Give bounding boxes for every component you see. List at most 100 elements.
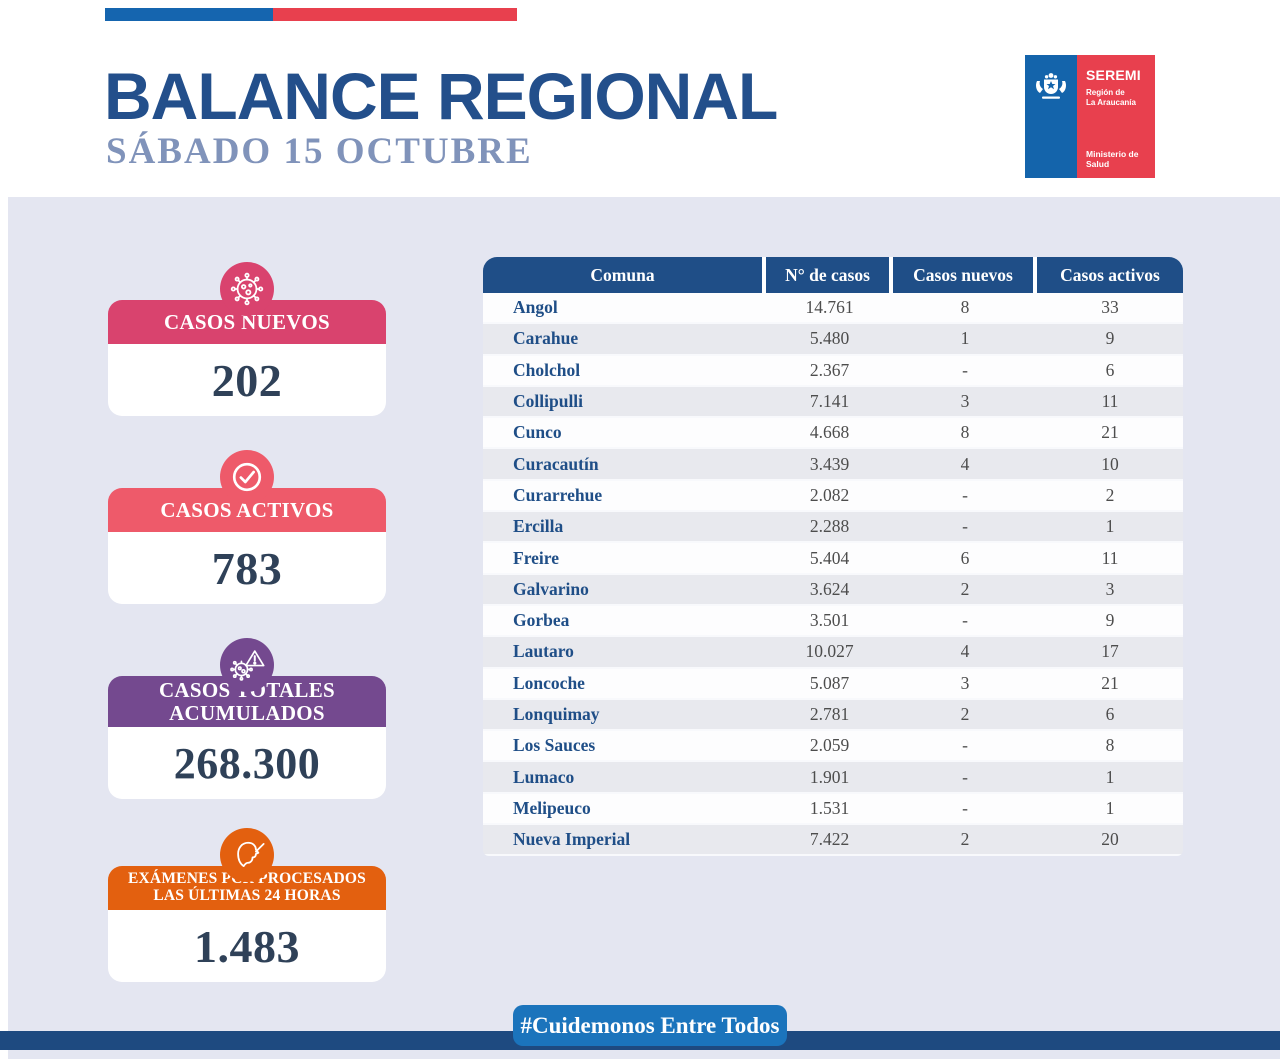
table-row: Angol 14.761 8 33 — [483, 293, 1183, 325]
table-row: Los Sauces 2.059 - 8 — [483, 731, 1183, 763]
table-body: Angol 14.761 8 33 Carahue 5.480 1 9 Cholchol 2.36… — [483, 293, 1183, 857]
comuna-cell: Loncoche — [513, 672, 585, 693]
value-cell: 3.501 — [809, 610, 850, 631]
value-cell: 9 — [1105, 328, 1115, 349]
table-row: Cholchol 2.367 - 6 — [483, 355, 1183, 387]
pcr-swab-icon — [220, 828, 274, 882]
flag-bar-blue-segment — [105, 8, 273, 21]
value-cell: 1 — [1105, 797, 1115, 818]
value-cell: - — [962, 359, 968, 380]
comuna-cell: Freire — [513, 547, 559, 568]
value-cell: 10.027 — [805, 641, 854, 662]
stat-value: 202 — [108, 344, 386, 416]
comuna-cell: Collipulli — [513, 391, 584, 412]
value-cell: 2 — [960, 704, 970, 724]
value-cell: - — [962, 766, 968, 787]
page-title: BALANCE REGIONAL — [104, 59, 778, 133]
column-header: N° de casos — [766, 257, 893, 293]
table-row: Gorbea 3.501 - 9 — [483, 605, 1183, 638]
stat-card-casos-activos: CASOS ACTIVOS 783 — [108, 450, 386, 604]
virus-warning-icon — [220, 638, 274, 692]
value-cell: 1 — [960, 328, 970, 349]
table-row: Curacautín 3.439 4 10 — [483, 449, 1183, 481]
comuna-cell: Melipeuco — [513, 797, 591, 818]
comuna-cell: Lumaco — [513, 766, 575, 787]
logo-ministry-label: Ministerio de Salud — [1086, 149, 1139, 169]
value-cell: 17 — [1101, 641, 1119, 662]
column-header: Casos nuevos — [893, 257, 1037, 293]
value-cell: 2 — [960, 578, 970, 599]
comuna-cell: Lonquimay — [513, 704, 600, 724]
value-cell: 3.624 — [809, 578, 850, 599]
value-cell: 21 — [1101, 672, 1119, 693]
value-cell: 21 — [1101, 422, 1119, 443]
comuna-cell: Los Sauces — [513, 735, 596, 756]
comuna-cell: Curarrehue — [513, 484, 603, 505]
stat-value: 1.483 — [108, 910, 386, 982]
value-cell: 2 — [1105, 484, 1115, 505]
comuna-cell: Ercilla — [513, 516, 564, 537]
value-cell: 1.901 — [809, 766, 850, 787]
table-row: Carahue 5.480 1 9 — [483, 324, 1183, 356]
value-cell: 11 — [1101, 547, 1119, 568]
value-cell: 8 — [1105, 735, 1115, 756]
value-cell: - — [962, 516, 968, 537]
comuna-cell: Cunco — [513, 422, 562, 443]
logo-red-panel: SEREMI Región de La Araucanía Ministerio… — [1077, 55, 1155, 178]
value-cell: 2.288 — [809, 516, 850, 537]
value-cell: 1 — [1105, 766, 1115, 787]
value-cell: 3 — [960, 391, 970, 412]
value-cell: - — [962, 484, 968, 505]
table-header: Comuna N° de casos Casos nuevos Casos activ… — [483, 257, 1183, 293]
value-cell: 5.480 — [809, 328, 850, 349]
table-row: Curarrehue 2.082 - 2 — [483, 480, 1183, 513]
value-cell: 2 — [960, 829, 970, 850]
stat-label: CASOS ACTIVOS — [108, 488, 386, 532]
value-cell: 2.059 — [809, 735, 850, 756]
value-cell: 3 — [1105, 578, 1115, 599]
value-cell: 5.087 — [809, 672, 850, 693]
table-row: Freire 5.404 6 11 — [483, 543, 1183, 575]
table-row: Lautaro 10.027 4 17 — [483, 637, 1183, 669]
value-cell: 20 — [1101, 829, 1119, 850]
comuna-cell: Curacautín — [513, 453, 599, 474]
value-cell: 8 — [960, 422, 970, 443]
logo-org-label: SEREMI — [1086, 67, 1141, 83]
table-row: Collipulli 7.141 3 11 — [483, 386, 1183, 419]
value-cell: 7.422 — [809, 829, 850, 850]
value-cell: 2.781 — [809, 704, 850, 724]
stat-card-casos-totales: CASOS TOTALES ACUMULADOS 268.300 — [108, 638, 386, 800]
table-row: Lumaco 1.901 - 1 — [483, 762, 1183, 794]
value-cell: 5.404 — [809, 547, 850, 568]
comuna-cell: Nueva Imperial — [513, 829, 631, 850]
table-row: Cunco 4.668 8 21 — [483, 418, 1183, 450]
value-cell: 2.082 — [809, 484, 850, 505]
value-cell: 4.668 — [809, 422, 850, 443]
value-cell: 14.761 — [805, 297, 854, 318]
ministry-logo: SEREMI Región de La Araucanía Ministerio… — [1025, 55, 1155, 178]
comuna-cell: Galvarino — [513, 578, 589, 599]
stat-value: 268.300 — [108, 727, 386, 800]
page-subtitle: SÁBADO 15 OCTUBRE — [106, 131, 533, 172]
value-cell: 33 — [1101, 297, 1119, 318]
value-cell: - — [962, 610, 968, 631]
virus-icon — [220, 262, 274, 316]
value-cell: 1 — [1105, 516, 1115, 537]
comuna-table: Comuna N° de casos Casos nuevos Casos activ… — [483, 257, 1183, 857]
comuna-cell: Lautaro — [513, 641, 574, 662]
value-cell: 6 — [1105, 704, 1115, 724]
value-cell: 11 — [1101, 391, 1119, 412]
value-cell: 7.141 — [809, 391, 850, 412]
flag-bar — [105, 8, 517, 21]
value-cell: 4 — [960, 453, 970, 474]
value-cell: 1.531 — [809, 797, 850, 818]
logo-blue-panel — [1025, 55, 1077, 178]
flag-bar-red-segment — [273, 8, 517, 21]
value-cell: - — [962, 797, 968, 818]
table-row: Galvarino 3.624 2 3 — [483, 574, 1183, 606]
stat-card-examenes-pcr: EXÁMENES PCR PROCESADOS LAS ÚLTIMAS 24 H… — [108, 828, 386, 982]
value-cell: 2.367 — [809, 359, 850, 380]
hashtag-badge: #Cuidemonos Entre Todos — [513, 1005, 787, 1046]
stat-value: 783 — [108, 532, 386, 604]
comuna-cell: Carahue — [513, 328, 579, 349]
